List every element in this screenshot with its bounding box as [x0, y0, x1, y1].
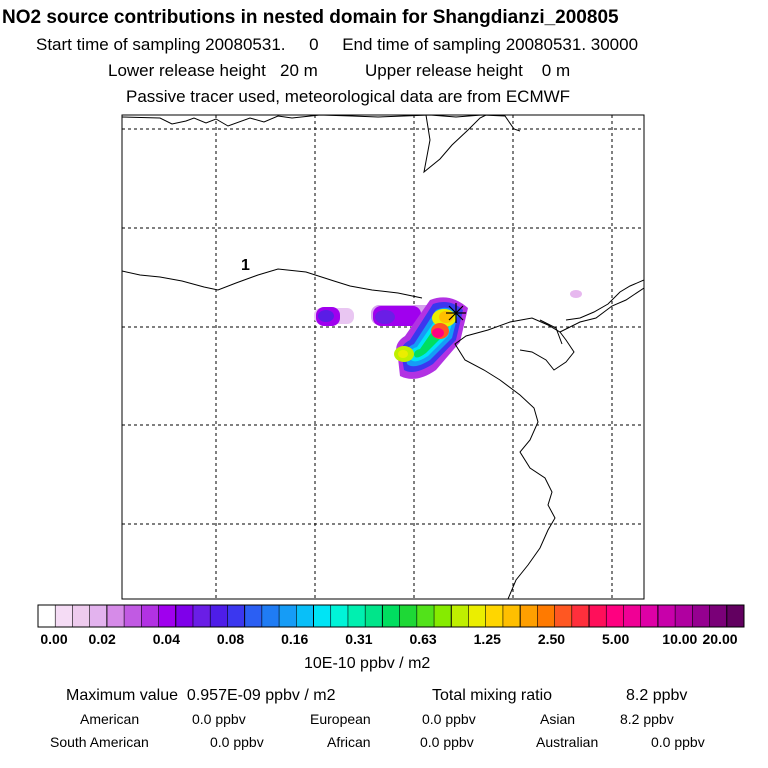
colorbar-cell [485, 605, 504, 627]
contrib-name: American [80, 711, 140, 727]
max-label: Maximum value [66, 687, 179, 704]
contrib-name: European [310, 711, 371, 727]
colorbar-cell [571, 605, 590, 627]
colorbar-tick-label: 1.25 [473, 631, 501, 647]
plot-title: NO2 source contributions in nested domai… [2, 7, 619, 28]
map-gridlines [122, 115, 644, 599]
asterisk-station-marker [446, 303, 466, 323]
colorbar-cell [72, 605, 91, 627]
colorbar-cell [365, 605, 383, 627]
colorbar-cell [537, 605, 556, 627]
colorbar-cell [55, 605, 73, 627]
total-label: Total mixing ratio [432, 687, 553, 704]
start-value: 20080531. 0 [205, 35, 319, 54]
lower-label: Lower release height [108, 61, 266, 80]
contrib-value: 0.0 ppbv [192, 711, 246, 727]
colorbar-tick-label: 0.04 [152, 631, 180, 647]
colorbar-cell [347, 605, 366, 627]
colorbar-cell [589, 605, 607, 627]
colorbar-cell [623, 605, 642, 627]
colorbar-cell [502, 605, 521, 627]
contrib-name: African [327, 734, 371, 750]
end-value: 20080531. 30000 [505, 35, 639, 54]
contrib-name: Asian [540, 711, 576, 727]
colorbar-cell [106, 605, 125, 627]
contrib-value: 0.0 ppbv [210, 734, 264, 750]
colorbar-cell [468, 605, 487, 627]
colorbar-cell [657, 605, 676, 627]
contrib-value: 8.2 ppbv [620, 711, 674, 727]
colorbar-cell [89, 605, 108, 627]
colorbar-cell [313, 605, 332, 627]
release-heights-line: Lower release height 20 m Upper release … [108, 62, 570, 79]
upper-value: 0 m [541, 61, 571, 80]
colorbar-tick-label: 5.00 [602, 631, 630, 647]
contrib-value: 0.0 ppbv [420, 734, 474, 750]
contrib-name: Australian [536, 734, 599, 750]
map-background [122, 115, 644, 599]
colorbar-tick-label: 0.02 [88, 631, 116, 647]
map-panel: 1 [121, 114, 645, 600]
colorbar-cell [416, 605, 435, 627]
colorbar-cell [382, 605, 401, 627]
max-value: 0.957E-09 ppbv / m2 [186, 687, 336, 704]
colorbar-cell [296, 605, 315, 627]
colorbar-separators [54, 605, 728, 627]
colorbar-tick-label: 0.16 [281, 631, 309, 647]
colorbar-tick-label: 20.00 [702, 631, 738, 647]
colorbar-frame [37, 604, 745, 628]
colorbar-cell [709, 605, 728, 627]
coastlines [122, 115, 644, 599]
colorbar-cell [330, 605, 349, 627]
colorbar-cell [451, 605, 469, 627]
colorbar-cell [158, 605, 177, 627]
colorbar-tick-label: 0.63 [409, 631, 437, 647]
colorbar-cell [606, 605, 624, 627]
upper-label: Upper release height [365, 61, 523, 80]
max-value-line: Maximum value 0.957E-09 ppbv / m2 [66, 688, 335, 704]
colorbar-tick-label: 0.08 [216, 631, 245, 647]
colorbar-tick-label: 0.31 [345, 631, 373, 647]
colorbar-units: 10E-10 ppbv / m2 [304, 655, 431, 672]
colorbar-tick-label: 0.00 [40, 631, 68, 647]
end-label: End time of sampling [342, 35, 501, 54]
sampling-times-line: Start time of sampling 20080531. 0 End t… [36, 36, 638, 53]
start-label: Start time of sampling [36, 35, 201, 54]
lower-value: 20 m [280, 61, 318, 80]
contrib-value: 0.0 ppbv [651, 734, 705, 750]
colorbar-cell [640, 605, 659, 627]
colorbar-cells [38, 605, 745, 627]
colorbar-cell [141, 605, 160, 627]
colorbar-cell [244, 605, 263, 627]
map-frame [121, 114, 645, 600]
colorbar-tick-label: 2.50 [537, 631, 566, 647]
contrib-name: South American [50, 734, 149, 750]
total-value: 8.2 ppbv [626, 687, 688, 704]
colorbar-cell [554, 605, 573, 627]
colorbar-cell [675, 605, 693, 627]
colorbar-cell [192, 605, 211, 627]
colorbar-cell [227, 605, 246, 627]
colorbar-cell [520, 605, 538, 627]
colorbar-cell [279, 605, 297, 627]
region-label: 1 [241, 257, 250, 274]
colorbar-cell [726, 605, 745, 627]
concentration-plume [314, 290, 582, 379]
colorbar-tick-label: 10.00 [662, 631, 698, 647]
colorbar-cell [124, 605, 142, 627]
colorbar-cell [175, 605, 194, 627]
colorbar [37, 604, 745, 628]
contrib-value: 0.0 ppbv [422, 711, 476, 727]
colorbar-cell [399, 605, 418, 627]
colorbar-cell [692, 605, 711, 627]
colorbar-cell [434, 605, 452, 627]
colorbar-cell [210, 605, 228, 627]
colorbar-cell [261, 605, 280, 627]
colorbar-cell [38, 605, 56, 627]
tracer-note: Passive tracer used, meteorological data… [126, 87, 571, 106]
total-mixing-line: Total mixing ratio [432, 688, 552, 704]
